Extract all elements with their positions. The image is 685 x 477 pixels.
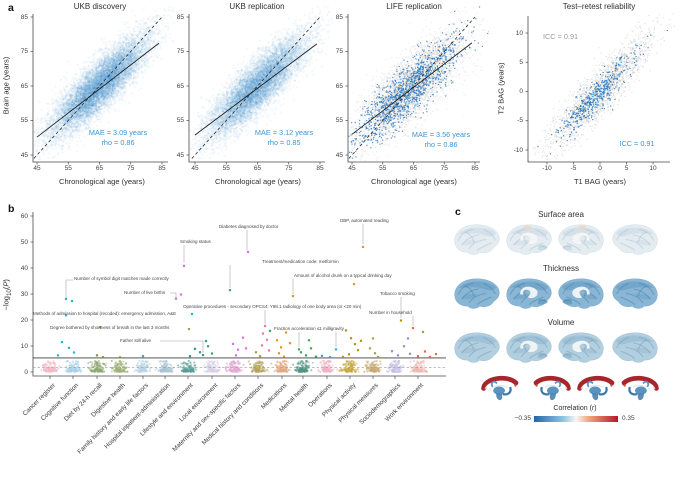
icc-blue-label: ICC = 0.91 bbox=[619, 139, 655, 148]
brain-row-title-volume: Volume bbox=[547, 318, 575, 327]
brain-row-title-surface-area: Surface area bbox=[538, 210, 584, 219]
mae-value: MAE = 3.56 years bbox=[411, 130, 471, 139]
x-axis-label-chron-age-3: Chronological age (years) bbox=[371, 177, 457, 186]
colorbar-min-label: −0.35 bbox=[514, 415, 531, 422]
colorbar-title-suffix: ) bbox=[594, 405, 597, 412]
rho-value: rho = 0.86 bbox=[424, 140, 458, 149]
rho-value: rho = 0.85 bbox=[267, 138, 301, 147]
colorbar-title: Correlation (r) bbox=[505, 405, 645, 412]
colorbar-title-var: r bbox=[591, 405, 595, 412]
neglogp-rparen: ) bbox=[1, 279, 11, 282]
x-axis-label-chron-age-2: Chronological age (years) bbox=[215, 177, 301, 186]
neglogp-pvar: P bbox=[1, 281, 11, 287]
rho-value: rho = 0.86 bbox=[101, 138, 135, 147]
panel-c-label: c bbox=[455, 206, 461, 218]
y-axis-label-t2-bag: T2 BAG (years) bbox=[496, 62, 506, 115]
panel-a-label: a bbox=[8, 2, 14, 14]
y-axis-label-neglogp: −log10(P) bbox=[1, 235, 13, 355]
x-axis-label-t1-bag: T1 BAG (years) bbox=[573, 177, 627, 186]
plot-title-test-retest: Test–retest reliability bbox=[562, 2, 636, 11]
colorbar-max-label: 0.35 bbox=[622, 415, 635, 422]
stats-ukb-replication: MAE = 3.12 years rho = 0.85 bbox=[239, 128, 329, 148]
neglogp-lparen: ( bbox=[1, 286, 11, 290]
plot-title-ukb-replication: UKB replication bbox=[229, 2, 285, 11]
neglogp-sub: 10 bbox=[5, 289, 13, 297]
plot-title-ukb-discovery: UKB discovery bbox=[73, 2, 127, 11]
correlation-colorbar bbox=[534, 416, 618, 422]
plot-title-life-replication: LIFE replication bbox=[386, 2, 442, 11]
colorbar-title-prefix: Correlation ( bbox=[553, 405, 592, 412]
mae-value: MAE = 3.12 years bbox=[254, 128, 314, 137]
stats-ukb-discovery: MAE = 3.09 years rho = 0.86 bbox=[73, 128, 163, 148]
y-axis-label-brain-age: Brain age (years) bbox=[1, 56, 11, 115]
neglogp-prefix: −log bbox=[1, 296, 11, 311]
mae-value: MAE = 3.09 years bbox=[88, 128, 148, 137]
brain-row-title-thickness: Thickness bbox=[542, 264, 579, 273]
panel-b-label: b bbox=[8, 203, 15, 215]
x-axis-label-chron-age-1: Chronological age (years) bbox=[59, 177, 145, 186]
icc-gray-label: ICC = 0.91 bbox=[543, 32, 579, 41]
stats-life-replication: MAE = 3.56 years rho = 0.86 bbox=[396, 130, 486, 150]
